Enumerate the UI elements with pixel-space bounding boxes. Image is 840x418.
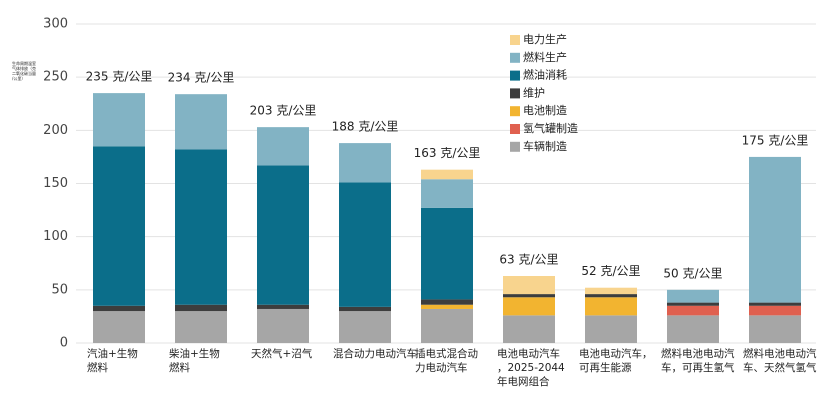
bar-segment xyxy=(585,297,637,316)
x-tick-label: 混合动力电动汽车 xyxy=(333,347,417,360)
total-label: 188 克/公里 xyxy=(332,120,399,134)
bar-segment xyxy=(175,304,227,312)
bar-segment xyxy=(503,315,555,343)
y-tick-label: 300 xyxy=(43,17,68,32)
bar-segment xyxy=(667,305,719,316)
bar-segment xyxy=(339,182,391,307)
y-tick-label: 150 xyxy=(43,176,68,191)
x-tick-label: 电池电动汽车，可再生能源 xyxy=(579,347,653,374)
bar-segment xyxy=(175,149,227,305)
x-tick-label: 电池电动汽车，2025-2044 年电网组合 xyxy=(497,347,565,388)
legend-swatch xyxy=(510,35,520,45)
x-tick-label: 汽油+生物燃料 xyxy=(87,347,138,374)
bar-segment xyxy=(339,311,391,343)
bar-segment xyxy=(421,179,473,208)
total-label: 52 克/公里 xyxy=(581,264,640,278)
total-label: 235 克/公里 xyxy=(86,70,153,84)
legend-label: 电力生产 xyxy=(523,32,567,46)
y-tick-label: 0 xyxy=(60,336,68,351)
bar-segment xyxy=(503,276,555,295)
legend-label: 氢气罐制造 xyxy=(523,121,578,135)
bar-segment xyxy=(749,302,801,306)
bar-segment xyxy=(421,169,473,180)
bar-segment xyxy=(585,294,637,298)
y-tick-label: 50 xyxy=(51,282,68,297)
total-label: 175 克/公里 xyxy=(742,133,809,147)
x-tick-label: 插电式混合动力电动汽车 xyxy=(415,347,478,374)
bar-segment xyxy=(257,127,309,166)
legend-label: 燃料生产 xyxy=(523,50,567,64)
legend-swatch xyxy=(510,141,520,152)
x-tick-label: 天然气+沼气 xyxy=(251,347,313,360)
bar-segment xyxy=(667,315,719,343)
legend-swatch xyxy=(510,88,520,99)
y-tick-label: 200 xyxy=(43,123,68,138)
bar-segment xyxy=(503,294,555,298)
bar-segment xyxy=(339,306,391,312)
total-label: 234 克/公里 xyxy=(168,71,235,85)
bar-segment xyxy=(93,305,145,312)
legend-swatch xyxy=(510,106,520,117)
legend-label: 车辆制造 xyxy=(523,139,567,153)
bar-segment xyxy=(585,287,637,295)
legend-swatch xyxy=(510,70,520,81)
bar-segment xyxy=(93,146,145,306)
bar-segment xyxy=(175,94,227,150)
total-label: 203 克/公里 xyxy=(250,104,317,118)
bar-segment xyxy=(257,304,309,309)
legend-swatch xyxy=(510,124,520,134)
bar-segment xyxy=(749,315,801,343)
legend-label: 燃油消耗 xyxy=(523,68,567,82)
bar-segment xyxy=(257,165,309,305)
bar-segment xyxy=(421,304,473,309)
legend-swatch xyxy=(510,52,520,63)
legend-label: 电池制造 xyxy=(523,103,567,117)
bar-segment xyxy=(585,315,637,343)
x-tick-label: 燃料电池电动汽车、天然气氢气 xyxy=(743,347,817,374)
bar-segment xyxy=(667,289,719,303)
bar-segment xyxy=(421,207,473,300)
bar-segment xyxy=(257,308,309,343)
bar-segment xyxy=(93,311,145,343)
bar-segment xyxy=(421,299,473,305)
bar-segment xyxy=(339,143,391,183)
y-tick-label: 100 xyxy=(43,229,68,244)
bar-segment xyxy=(421,308,473,343)
bar-segment xyxy=(749,156,801,303)
x-tick-label: 柴油+生物燃料 xyxy=(169,347,220,374)
bar-segment xyxy=(93,93,145,147)
bar-segment xyxy=(175,311,227,343)
bar-segment xyxy=(503,297,555,316)
legend-label: 维护 xyxy=(523,85,545,99)
y-axis-title: 生命周期温室气体排放（克二氧化碳当量/公里） xyxy=(12,60,36,81)
bar-segment xyxy=(667,302,719,306)
total-label: 50 克/公里 xyxy=(663,266,722,280)
total-label: 163 克/公里 xyxy=(414,146,481,160)
y-tick-label: 250 xyxy=(43,70,68,85)
bar-segment xyxy=(749,305,801,316)
x-tick-label: 燃料电池电动汽车，可再生氢气 xyxy=(661,347,735,374)
total-label: 63 克/公里 xyxy=(499,253,558,267)
